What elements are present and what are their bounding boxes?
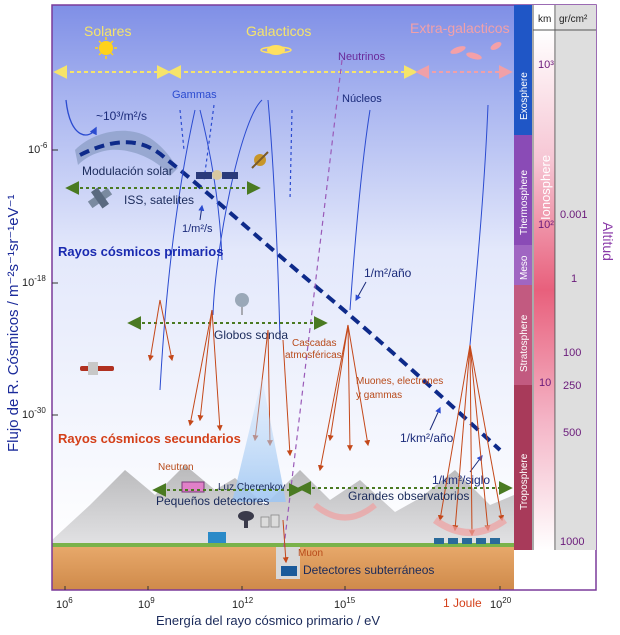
flux-km2century-label: 1/km²/siglo <box>432 473 490 487</box>
label-cascadas-2: atmosféricas <box>285 350 342 361</box>
label-grandes: Grandes observatorios <box>348 489 469 503</box>
underground-detector <box>281 566 297 576</box>
flux-m2year-label: 1/m²/año <box>364 266 412 280</box>
km-value-100: 10² <box>538 219 554 231</box>
flux-km2year-label: 1/km²/año <box>400 431 454 445</box>
xtick-5: 1020 <box>490 596 512 611</box>
y-axis-ticks <box>52 149 58 416</box>
y-axis-label: Flujo de R. Cósmicos / m⁻²s⁻¹sr⁻¹eV⁻¹ <box>5 194 22 452</box>
ytick-2: 10-18 <box>22 274 46 289</box>
xtick-1: 106 <box>56 596 73 611</box>
label-thermosphere: Thermosphere <box>519 170 530 235</box>
ytick-3: 10-30 <box>22 406 46 421</box>
label-muones-2: y gammas <box>356 390 402 401</box>
label-exosphere: Exosphere <box>519 72 530 120</box>
galaxies-icon <box>450 42 502 60</box>
km-value-10: 10 <box>539 377 551 389</box>
label-neutron: Neutron <box>158 462 194 473</box>
label-stratosphere: Stratosphere <box>519 314 530 372</box>
galaxy-icon <box>260 45 292 55</box>
region-galacticos: Galacticos <box>246 23 311 39</box>
grcm2-value-1000: 1000 <box>560 536 584 548</box>
label-modulacion: Modulación solar <box>82 164 173 178</box>
label-muon: Muon <box>298 548 323 559</box>
sun-icon <box>95 37 117 59</box>
label-globos: Globos sonda <box>214 328 288 342</box>
label-iss: ISS, satelites <box>124 193 194 207</box>
label-pequenos: Pequeños detectores <box>156 494 269 508</box>
label-gammas: Gammas <box>172 89 217 101</box>
grcm2-value-1: 1 <box>571 273 577 285</box>
label-nucleos: Núcleos <box>342 93 382 105</box>
column-km: km <box>538 14 551 25</box>
flux-m2s-label: 1/m²/s <box>182 223 213 235</box>
layer-stratosphere <box>514 285 532 385</box>
solar-loop-arrow <box>65 99 97 136</box>
satellite-icon <box>196 170 238 180</box>
altitude-label: Altitud <box>600 222 616 261</box>
cherenkov-cone <box>232 378 286 502</box>
label-subterraneos: Detectores subterráneos <box>303 563 434 577</box>
xtick-3: 1012 <box>232 596 254 611</box>
region-solares: Solares <box>84 23 131 39</box>
ground-detector-array <box>434 538 500 544</box>
grcm2-value-100: 100 <box>563 347 581 359</box>
atmosphere-column <box>514 5 596 550</box>
grcm2-value-500: 500 <box>563 427 581 439</box>
xtick-2: 109 <box>138 596 155 611</box>
label-muones-1: Muones, electrones <box>356 376 443 387</box>
flux-top-label: ~10³/m²/s <box>96 109 147 123</box>
label-primarios: Rayos cósmicos primarios <box>58 244 223 259</box>
label-meso: Meso <box>519 255 530 280</box>
footprint-mid <box>313 502 377 521</box>
probe-icon <box>251 151 269 169</box>
ground-detector-small <box>208 532 226 543</box>
km-value-1000: 10³ <box>538 59 554 71</box>
column-grcm2: gr/cm² <box>559 14 588 25</box>
layer-exosphere <box>514 5 532 135</box>
telescope-icon <box>238 511 254 528</box>
label-troposphere: Troposphere <box>519 453 530 510</box>
x-axis-label: Energía del rayo cósmico primario / eV <box>156 613 380 628</box>
primary-flux-curve <box>79 140 502 452</box>
ytick-1: 10-6 <box>28 141 48 156</box>
label-secundarios: Rayos cósmicos secundarios <box>58 431 241 446</box>
layer-troposphere <box>514 385 532 550</box>
plot-area <box>52 5 514 590</box>
label-ionosphere: Ionosphere <box>538 155 553 220</box>
gamma-tracks <box>179 104 293 201</box>
tanks-icon <box>260 514 280 528</box>
primary-particle-tracks <box>159 99 489 391</box>
ionosphere-band <box>534 30 555 550</box>
grcm2-value-0001: 0.001 <box>560 209 588 221</box>
xtick-4: 1015 <box>334 596 356 611</box>
label-joule: 1 Joule <box>443 596 482 610</box>
balloon-icon <box>235 293 249 315</box>
label-neutrinos: Neutrinos <box>338 51 386 63</box>
airplane-icon <box>80 362 114 375</box>
layer-meso <box>514 245 532 285</box>
grcm2-value-250: 250 <box>563 380 581 392</box>
ground-line <box>52 543 514 547</box>
modulation-band <box>75 130 178 176</box>
layer-thermosphere <box>514 135 532 245</box>
muon-track <box>282 519 289 564</box>
label-cascadas-1: Cascadas <box>292 338 336 349</box>
x-axis-ticks <box>64 586 501 590</box>
footprint-right <box>432 517 508 536</box>
label-cherenkov: Luz Cherenkov <box>218 482 285 493</box>
region-extragalacticos: Extra-galacticos <box>410 20 510 36</box>
